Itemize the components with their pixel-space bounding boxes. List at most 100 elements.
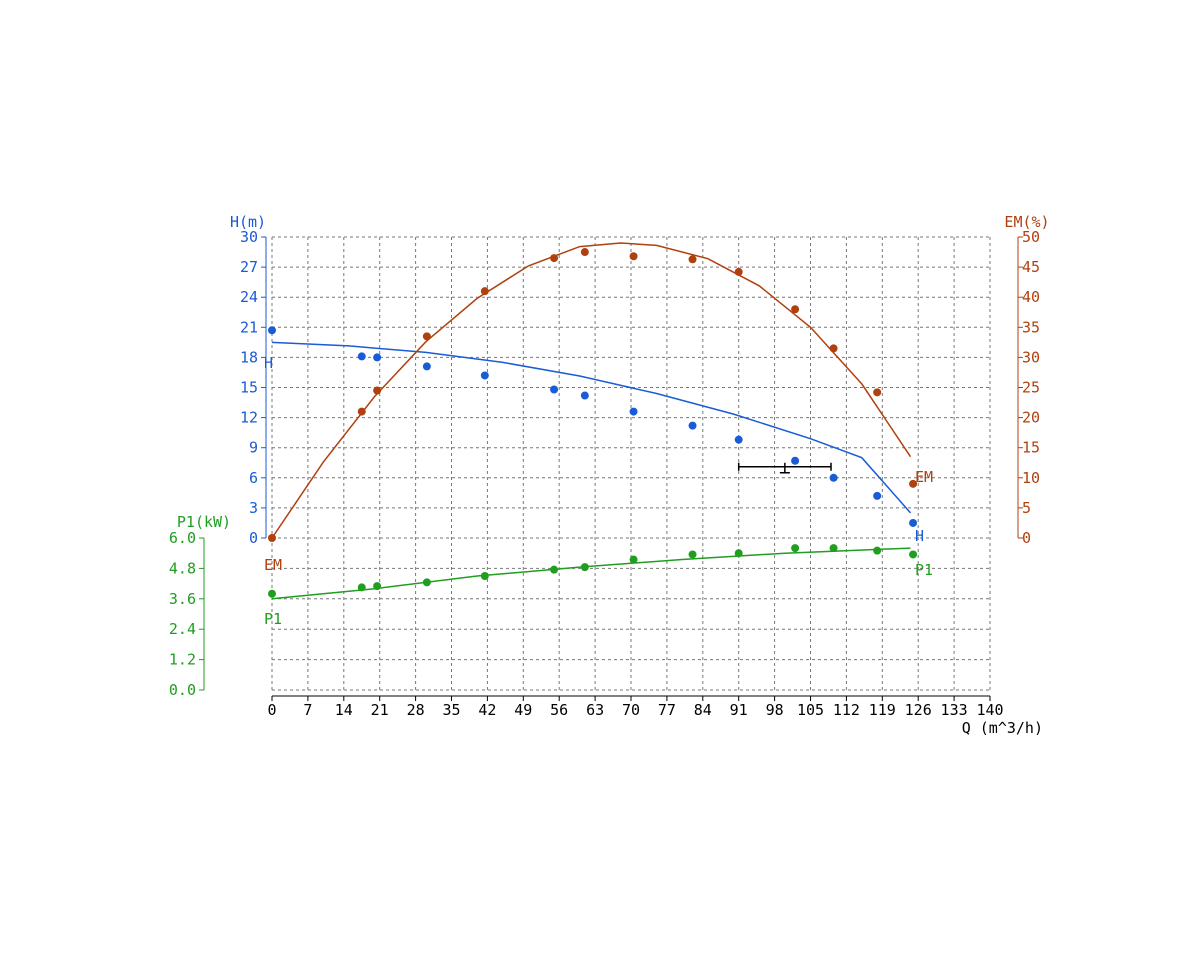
p1-data-point: [373, 582, 382, 591]
h-data-point: [629, 407, 638, 416]
h-data-point: [550, 385, 559, 394]
p1-data-point: [480, 572, 489, 580]
em-axis-tick-label: 5: [1022, 499, 1031, 517]
p1-fit-curve: [271, 547, 911, 600]
em-data-point: [268, 534, 276, 542]
x-axis-tick-label: 91: [730, 701, 748, 719]
em-data-point: [422, 332, 431, 341]
h-fit-curve: [271, 341, 912, 514]
h-axis-tick-label: 30: [240, 228, 258, 246]
em-axis-tick-label: 30: [1022, 348, 1040, 366]
h-axis-tick-label: 21: [240, 318, 258, 336]
h-data-point: [734, 435, 743, 444]
em-data-point: [791, 305, 800, 314]
p1-data-point: [550, 565, 559, 574]
em-fit-curve: [271, 242, 912, 539]
p1-data-point: [734, 549, 743, 558]
p1-data-point: [268, 589, 276, 598]
p1-axis-tick-label: 6.0: [169, 529, 196, 547]
h-data-point: [688, 421, 697, 430]
p1-data-point: [580, 563, 589, 572]
p1-data-point: [873, 546, 882, 555]
x-axis-tick-label: 21: [371, 701, 389, 719]
h-data-point: [357, 352, 366, 361]
em-axis-tick-label: 20: [1022, 409, 1040, 427]
em-data-point: [909, 479, 918, 488]
em-curve-label-start: EM: [264, 556, 282, 574]
x-axis-tick-label: 35: [442, 701, 460, 719]
p1-axis-tick-label: 0.0: [169, 681, 196, 699]
x-axis-tick-label: 42: [478, 701, 496, 719]
h-curve-label-end: H: [915, 527, 924, 545]
x-axis-tick-label: 77: [658, 701, 676, 719]
em-axis-tick-label: 40: [1022, 288, 1040, 306]
x-axis-tick-label: 126: [905, 701, 932, 719]
x-axis-tick-label: 84: [694, 701, 712, 719]
em-data-point: [688, 255, 697, 264]
h-axis-tick-label: 15: [240, 379, 258, 397]
x-axis-tick-label: 28: [407, 701, 425, 719]
em-axis-tick-label: 15: [1022, 439, 1040, 457]
axes: 036912151821242730H(m)0.01.22.43.64.86.0…: [169, 213, 1050, 737]
p1-axis-tick-label: 2.4: [169, 620, 196, 638]
em-axis-title: EM(%): [1004, 213, 1049, 231]
h-axis-tick-label: 18: [240, 348, 258, 366]
em-axis-tick-label: 0: [1022, 529, 1031, 547]
x-axis-tick-label: 63: [586, 701, 604, 719]
p1-axis-tick-label: 1.2: [169, 651, 196, 669]
x-axis-tick-label: 49: [514, 701, 532, 719]
em-data-point: [873, 388, 882, 397]
p1-data-point: [422, 578, 431, 587]
p1-data-point: [791, 544, 800, 553]
em-data-point: [734, 267, 743, 276]
p1-data-point: [629, 555, 638, 564]
x-axis-tick-label: 133: [941, 701, 968, 719]
p1-axis-tick-label: 3.6: [169, 590, 196, 608]
em-data-point: [629, 252, 638, 261]
p1-data-point: [688, 550, 697, 559]
p1-axis-title: P1(kW): [177, 513, 231, 531]
em-data-point: [480, 287, 489, 296]
x-axis-tick-label: 14: [335, 701, 353, 719]
h-curve-label-start: H: [264, 354, 273, 372]
h-data-point: [829, 473, 838, 482]
em-axis-tick-label: 50: [1022, 228, 1040, 246]
p1-data-point: [357, 583, 366, 592]
x-axis-tick-label: 70: [622, 701, 640, 719]
x-axis-tick-label: 0: [267, 701, 276, 719]
h-axis-tick-label: 3: [249, 499, 258, 517]
em-data-point: [829, 344, 838, 353]
h-axis-title: H(m): [230, 213, 266, 231]
h-data-point: [268, 326, 276, 335]
x-axis-tick-label: 105: [797, 701, 824, 719]
p1-data-point: [829, 544, 838, 553]
em-axis-tick-label: 25: [1022, 379, 1040, 397]
h-axis-tick-label: 9: [249, 439, 258, 457]
em-data-point: [373, 386, 382, 395]
h-data-point: [422, 362, 431, 371]
x-axis-tick-label: 56: [550, 701, 568, 719]
em-axis-tick-label: 45: [1022, 258, 1040, 276]
h-data-point: [791, 456, 800, 465]
h-axis-tick-label: 12: [240, 409, 258, 427]
em-data-point: [550, 254, 559, 263]
h-data-point: [373, 353, 382, 362]
h-data-point: [873, 491, 882, 500]
p1-axis-tick-label: 4.8: [169, 559, 196, 577]
em-curve-label-end: EM: [915, 468, 933, 486]
p1-curve-label-start: P1: [264, 610, 282, 628]
x-axis-tick-label: 7: [303, 701, 312, 719]
grid: [271, 236, 991, 691]
h-axis-tick-label: 6: [249, 469, 258, 487]
x-axis-tick-label: 112: [833, 701, 860, 719]
x-axis-tick-label: 140: [976, 701, 1003, 719]
x-axis-tick-label: 119: [869, 701, 896, 719]
h-data-point: [909, 518, 918, 527]
em-data-point: [357, 407, 366, 416]
series: [268, 242, 918, 600]
p1-curve-label-end: P1: [915, 561, 933, 579]
h-data-point: [480, 371, 489, 380]
em-data-point: [580, 248, 589, 257]
